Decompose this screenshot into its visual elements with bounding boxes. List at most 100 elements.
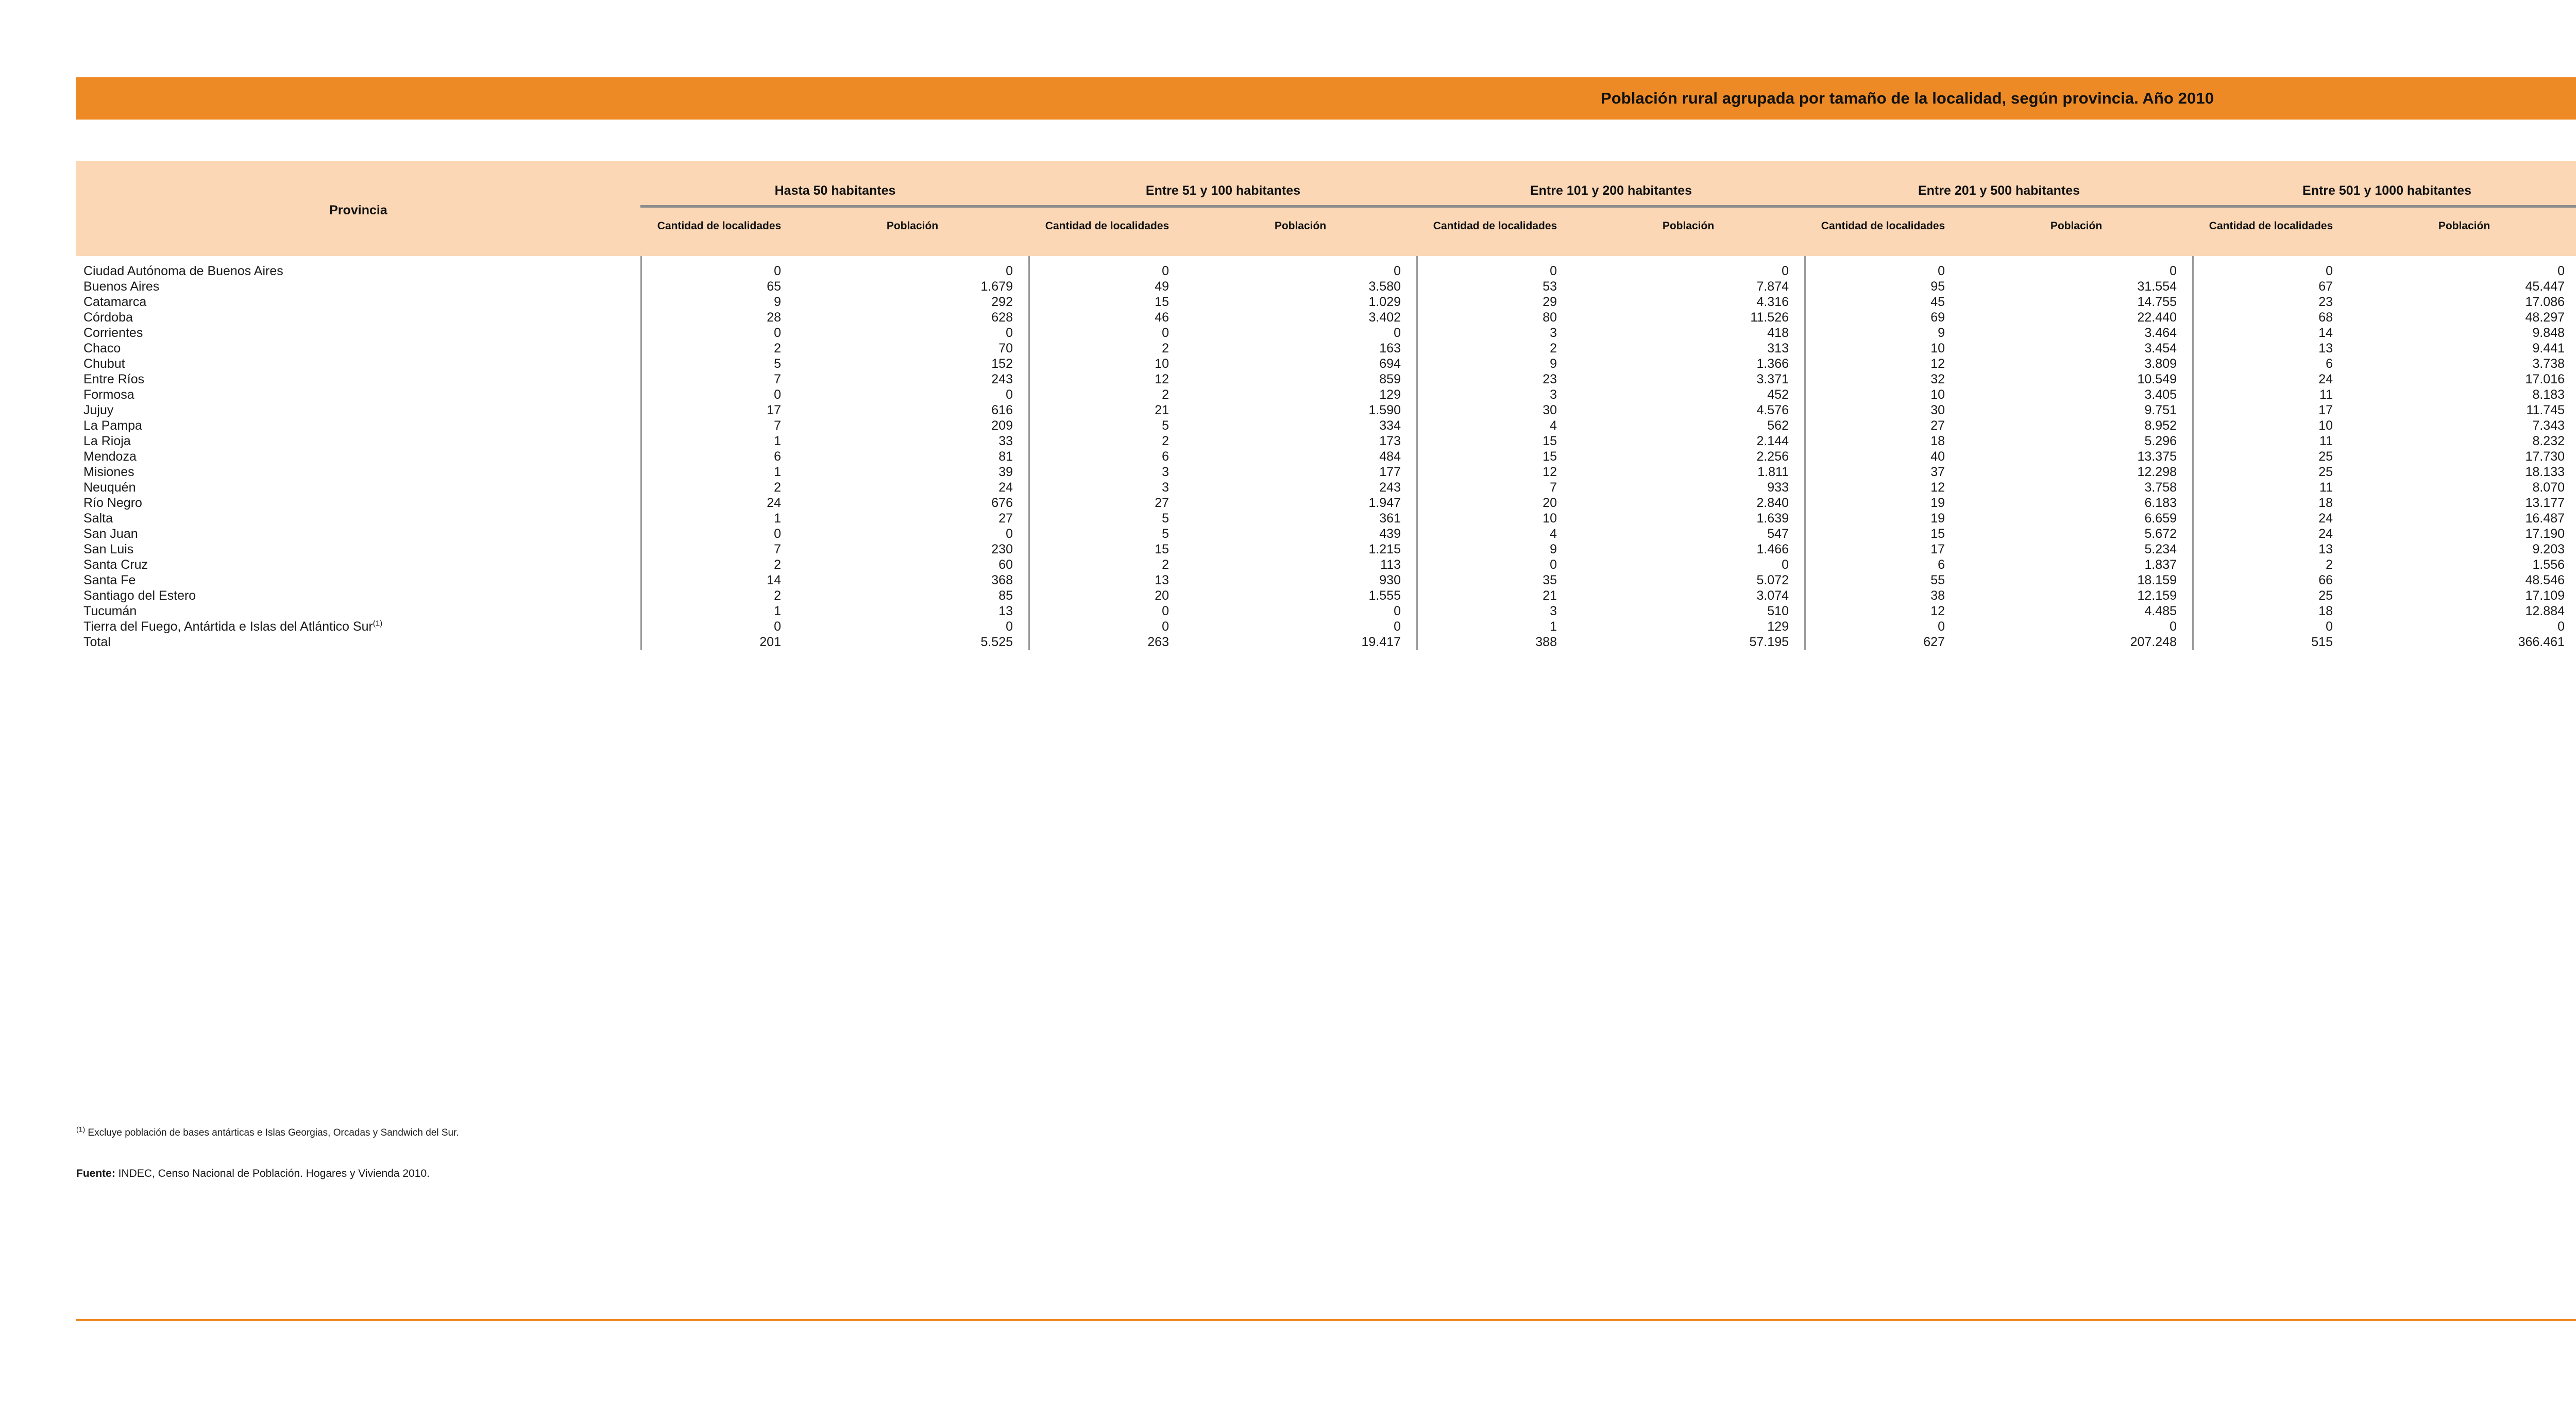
cell-cantidad-localidades: 2 bbox=[1550, 341, 1557, 356]
cell-cantidad-localidades: 18 bbox=[2318, 496, 2333, 510]
spacer-cell bbox=[76, 256, 640, 263]
column-separator bbox=[640, 542, 642, 557]
column-separator bbox=[1804, 387, 1806, 402]
cell-cantidad-localidades: 24 bbox=[2318, 372, 2333, 386]
cell-cantidad-localidades: 10 bbox=[1155, 357, 1169, 371]
column-separator bbox=[1804, 495, 1806, 511]
table-row: Tierra del Fuego, Antártida e Islas del … bbox=[76, 619, 2576, 634]
column-separator bbox=[2192, 526, 2194, 542]
column-separator bbox=[1028, 542, 1030, 557]
column-group-header: Entre 101 y 200 habitantes bbox=[1418, 176, 1804, 208]
province-name: Total bbox=[83, 635, 111, 649]
cell-cantidad-localidades: 2 bbox=[774, 341, 781, 356]
source-label: Fuente: bbox=[76, 1168, 115, 1179]
spacer-cell bbox=[1572, 256, 1804, 263]
cell-cantidad-localidades: 19 bbox=[1930, 496, 1945, 510]
column-separator bbox=[1416, 619, 1418, 634]
table-row: Tucumán113003510124.4851812.8841215.0096… bbox=[76, 603, 2576, 619]
column-separator bbox=[640, 464, 642, 480]
cell-poblacion: 11.745 bbox=[2526, 403, 2565, 417]
province-name: Tucumán bbox=[83, 604, 137, 618]
column-group-separator bbox=[2192, 176, 2194, 208]
cell-cantidad-localidades: 20 bbox=[1543, 496, 1557, 510]
cell-poblacion: 0 bbox=[2557, 264, 2565, 278]
column-separator bbox=[640, 526, 642, 542]
cell-cantidad-localidades: 40 bbox=[1930, 449, 1945, 464]
cell-poblacion: 12.884 bbox=[2525, 604, 2565, 618]
column-separator bbox=[2192, 279, 2194, 294]
cell-cantidad-localidades: 10 bbox=[1930, 341, 1945, 356]
column-separator bbox=[1028, 279, 1030, 294]
row-province-label: Entre Ríos bbox=[76, 372, 640, 387]
spacer-cell bbox=[1184, 256, 1416, 263]
column-separator bbox=[1416, 588, 1418, 603]
cell-cantidad-localidades: 6 bbox=[2326, 357, 2333, 371]
province-name: Santiago del Estero bbox=[83, 588, 196, 603]
cell-cantidad-localidades: 3 bbox=[1550, 604, 1557, 618]
province-name: Catamarca bbox=[83, 295, 147, 309]
cell-cantidad-localidades: 3 bbox=[1162, 480, 1169, 495]
cell-poblacion: 292 bbox=[991, 295, 1013, 309]
column-separator bbox=[1416, 464, 1418, 480]
cell-cantidad-localidades: 263 bbox=[1147, 635, 1169, 649]
cell-cantidad-localidades: 24 bbox=[2318, 527, 2333, 541]
cell-poblacion: 129 bbox=[1379, 387, 1401, 402]
row-province-label: Chaco bbox=[76, 341, 640, 356]
cell-poblacion: 562 bbox=[1767, 418, 1789, 433]
column-separator bbox=[640, 449, 642, 464]
cell-poblacion: 6.183 bbox=[2144, 496, 2177, 510]
cell-poblacion: 3.402 bbox=[1368, 310, 1401, 325]
spacer-cell bbox=[2194, 256, 2348, 263]
row-province-label: Neuquén bbox=[76, 480, 640, 495]
province-name: Jujuy bbox=[83, 403, 114, 417]
cell-cantidad-localidades: 7 bbox=[774, 542, 781, 556]
cell-poblacion: 0 bbox=[2170, 264, 2177, 278]
cell-poblacion: 8.183 bbox=[2532, 387, 2565, 402]
province-name: Tierra del Fuego, Antártida e Islas del … bbox=[83, 619, 373, 634]
cell-poblacion: 6.659 bbox=[2144, 511, 2177, 526]
cell-cantidad-localidades: 10 bbox=[1930, 387, 1945, 402]
row-province-label: Santiago del Estero bbox=[76, 588, 640, 603]
cell-cantidad-localidades: 3 bbox=[1162, 465, 1169, 479]
column-separator bbox=[1804, 294, 1806, 310]
cell-poblacion: 4.576 bbox=[1756, 403, 1789, 417]
cell-poblacion: 0 bbox=[1006, 326, 1013, 340]
cell-cantidad-localidades: 0 bbox=[1162, 604, 1169, 618]
column-separator bbox=[1804, 619, 1806, 634]
column-separator bbox=[1416, 480, 1418, 495]
cell-poblacion: 9.848 bbox=[2532, 326, 2565, 340]
cell-cantidad-localidades: 38 bbox=[1930, 588, 1945, 603]
header-bottom-padding bbox=[76, 245, 2576, 256]
column-separator bbox=[1028, 433, 1030, 449]
column-separator bbox=[2192, 557, 2194, 572]
column-separator bbox=[1416, 418, 1418, 433]
footer-divider bbox=[76, 1319, 2576, 1321]
column-separator bbox=[640, 495, 642, 511]
column-separator bbox=[1416, 526, 1418, 542]
cell-poblacion: 334 bbox=[1379, 418, 1401, 433]
row-province-label: La Pampa bbox=[76, 418, 640, 433]
province-name: Misiones bbox=[83, 465, 134, 479]
column-separator bbox=[1416, 294, 1418, 310]
province-name: Formosa bbox=[83, 387, 134, 402]
cell-cantidad-localidades: 5 bbox=[1162, 418, 1169, 433]
cell-poblacion: 3.738 bbox=[2532, 357, 2565, 371]
cell-poblacion: 1.837 bbox=[2144, 558, 2177, 572]
column-separator bbox=[2192, 325, 2194, 341]
row-province-label: Misiones bbox=[76, 464, 640, 480]
cell-poblacion: 48.297 bbox=[2525, 310, 2565, 325]
row-province-label: Córdoba bbox=[76, 310, 640, 325]
row-province-label: Tucumán bbox=[76, 603, 640, 619]
cell-cantidad-localidades: 53 bbox=[1543, 279, 1557, 294]
cell-cantidad-localidades: 1 bbox=[774, 604, 781, 618]
column-separator bbox=[1028, 387, 1030, 402]
column-header-cantidad-localidades: Cantidad de localidades bbox=[1806, 206, 1960, 245]
cell-poblacion: 5.525 bbox=[980, 635, 1013, 649]
row-province-label: Santa Fe bbox=[76, 572, 640, 588]
table-row: Chubut51521069491.366123.80963.73889.867… bbox=[76, 356, 2576, 372]
cell-poblacion: 163 bbox=[1379, 341, 1401, 356]
cell-poblacion: 7.343 bbox=[2532, 418, 2565, 433]
cell-poblacion: 33 bbox=[998, 434, 1013, 448]
cell-poblacion: 16.487 bbox=[2525, 511, 2565, 526]
cell-poblacion: 1.029 bbox=[1368, 295, 1401, 309]
